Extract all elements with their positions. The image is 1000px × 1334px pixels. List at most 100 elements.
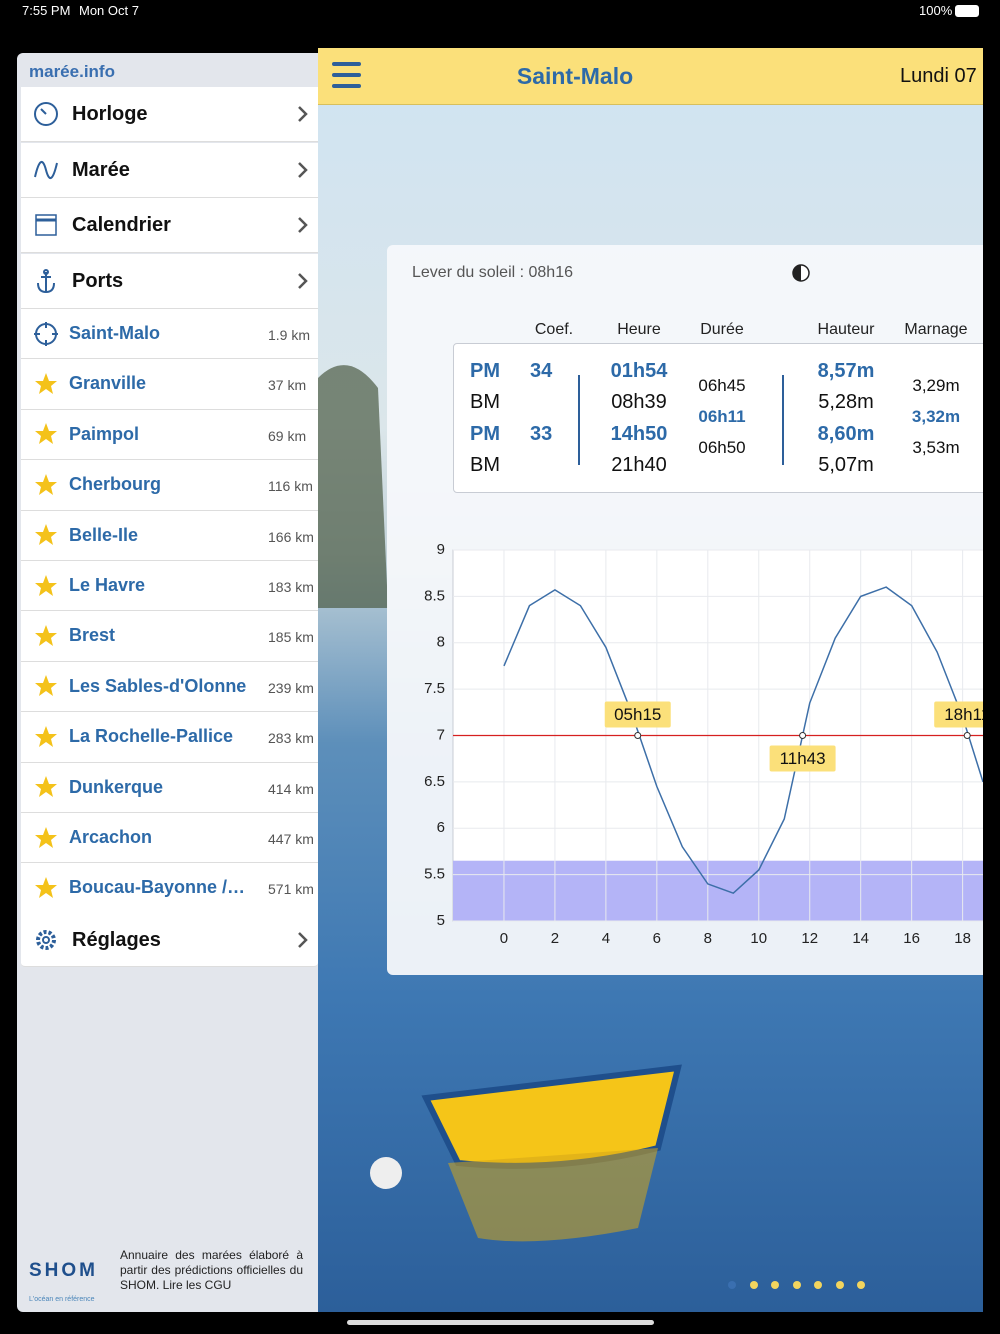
page-dot[interactable] (814, 1281, 822, 1289)
column-header: Hauteur (817, 321, 875, 338)
divider (578, 375, 580, 465)
port-distance: 239 km (268, 679, 314, 696)
page-dot[interactable] (749, 1281, 758, 1289)
tide-chart: 5 5.5 6 6.5 7 7.5 8 8.5 9 0 2 4 6 8 10 12 14 16 18 05h15 11h… (424, 541, 983, 947)
cross (34, 321, 58, 346)
x-tick-label: 0 (500, 930, 508, 947)
x-tick-label: 6 (653, 930, 661, 947)
table-cell: 08h39 (611, 391, 667, 414)
y-tick-label: 9 (437, 541, 445, 558)
page-dot[interactable] (771, 1281, 779, 1289)
menu-button[interactable] (332, 60, 362, 90)
y-tick-label: 8.5 (424, 587, 445, 604)
page-dot[interactable] (857, 1281, 865, 1289)
gear-hub (42, 935, 50, 944)
table-cell: 5,07m (818, 453, 874, 476)
icon (36, 929, 56, 950)
menu-item[interactable]: Marée (21, 142, 318, 198)
port-name: Le Havre (69, 575, 146, 595)
icon (35, 574, 57, 596)
port-item[interactable]: Arcachon 447 km (21, 813, 318, 864)
y-tick-label: 5.5 (424, 866, 445, 883)
port-item[interactable]: Dunkerque 414 km (21, 762, 318, 813)
port-distance: 414 km (268, 780, 314, 797)
icon (35, 776, 57, 798)
x-tick-label: 10 (750, 930, 767, 947)
star (35, 473, 57, 495)
chevron (298, 161, 308, 178)
logo: marée.info (29, 62, 115, 81)
footer-text: Annuaire des marées élaboré à partir des… (120, 1248, 303, 1292)
icon (37, 268, 55, 293)
port-item[interactable]: La Rochelle-Pallice 283 km (21, 712, 318, 763)
trees (318, 365, 388, 608)
port-item[interactable]: Granville 37 km (21, 359, 318, 410)
table-box (453, 343, 983, 493)
chevron (298, 217, 308, 233)
port-item[interactable]: Cherbourg 116 km (21, 460, 318, 511)
port-distance: 447 km (268, 831, 314, 847)
y-tick-label: 7 (437, 726, 445, 743)
star (35, 373, 57, 395)
star (35, 625, 57, 647)
icon (35, 675, 57, 697)
port-name: Cherbourg (69, 474, 161, 495)
calendar (35, 214, 57, 236)
table-cell: 8,57m (817, 360, 875, 382)
icon (35, 826, 57, 848)
tide-curve (503, 586, 983, 895)
y-tick-label: 5 (437, 912, 445, 929)
menu-item[interactable]: Horloge (21, 87, 318, 142)
table-cell: 06h11 (698, 407, 746, 426)
menu-label: Calendrier (72, 214, 171, 236)
y-tick-label: 7.5 (424, 680, 445, 697)
settings-item[interactable]: Réglages (21, 913, 318, 967)
column-header: Durée (700, 321, 744, 338)
port-item[interactable]: Saint-Malo 1.9 km (21, 309, 318, 360)
port-item[interactable]: Le Havre 183 km (21, 561, 318, 612)
chevron-path (298, 272, 308, 289)
annotation-label: 18h11 (944, 705, 983, 724)
page-dot[interactable] (792, 1281, 801, 1289)
y-tick-label: 8 (437, 634, 445, 651)
menu-label: Ports (72, 269, 124, 292)
shom-tagline: L'océan en référence (29, 1296, 95, 1303)
port-name: Les Sables-d'Olonne (69, 675, 247, 696)
star (35, 725, 57, 747)
column-header: Heure (617, 321, 661, 338)
port-item[interactable]: Boucau-Bayonne /… 571 km (21, 863, 318, 914)
x-tick-label: 8 (704, 930, 712, 947)
port-item[interactable]: Brest 185 km (21, 611, 318, 662)
page-dot[interactable] (728, 1281, 736, 1289)
menu-item[interactable]: Calendrier (21, 198, 318, 253)
wave (34, 160, 58, 179)
band (453, 860, 983, 921)
table-cell: 06h45 (698, 376, 746, 395)
annotation-label: 05h15 (614, 705, 661, 724)
background-scene (318, 365, 682, 1242)
chevron (298, 272, 308, 289)
status-date: Mon Oct 7 (79, 3, 139, 18)
tide-table: Coef. Heure Durée Hauteur Marnage PM 34 01h54 8,… (387, 245, 983, 505)
anchor (37, 271, 55, 293)
port-distance: 116 km (268, 478, 313, 495)
page-dot[interactable] (835, 1281, 844, 1289)
icon (35, 473, 57, 495)
port-distance: 183 km (268, 579, 314, 595)
star (35, 423, 57, 445)
menu-item[interactable]: Ports (21, 253, 318, 309)
port-name: Granville (69, 373, 147, 394)
star (35, 826, 57, 848)
chevron-path (298, 217, 308, 233)
port-item[interactable]: Paimpol 69 km (21, 409, 318, 461)
moon-icon (792, 264, 810, 282)
port-name: Saint-Malo (69, 323, 161, 343)
port-item[interactable]: Les Sables-d'Olonne 239 km (21, 661, 318, 713)
annotation-label: 11h43 (780, 749, 826, 768)
table-cell: 3,32m (911, 407, 961, 426)
port-item[interactable]: Belle-Ile 166 km (21, 510, 318, 561)
annotation-box (934, 701, 983, 728)
table-cell: 34 (530, 360, 553, 382)
table-cell: 01h54 (610, 360, 668, 382)
